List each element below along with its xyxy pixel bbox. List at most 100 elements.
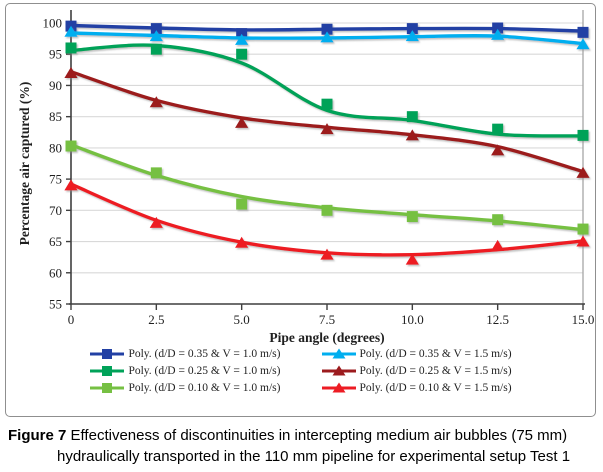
data-marker [235, 116, 249, 128]
triangle-marker-icon [321, 365, 356, 375]
caption-text-2: hydraulically transported in the 110 mm … [57, 448, 571, 465]
legend-label: Poly. (d/D = 0.10 & V = 1.0 m/s) [128, 381, 281, 394]
data-marker [320, 248, 334, 260]
data-marker [321, 23, 333, 35]
legend-label: Poly. (d/D = 0.25 & V = 1.5 m/s) [359, 364, 512, 377]
y-axis-title: Percentage air captured (%) [17, 82, 32, 246]
series-3 [64, 66, 590, 178]
triangle-marker-icon [321, 382, 356, 392]
data-marker [150, 43, 162, 55]
x-tick-label: 5.0 [234, 312, 250, 327]
x-tick-label: 10.0 [401, 312, 424, 327]
y-tick-label: 90 [49, 78, 62, 93]
data-marker [405, 253, 419, 265]
data-marker [64, 66, 78, 78]
legend-item: Poly. (d/D = 0.25 & V = 1.0 m/s) [89, 362, 281, 379]
y-tick-label: 55 [49, 297, 62, 312]
y-tick-label: 80 [49, 140, 62, 155]
x-tick-label: 0 [68, 312, 75, 327]
legend-item: Poly. (d/D = 0.35 & V = 1.5 m/s) [321, 345, 512, 362]
legend-triangle [332, 348, 345, 358]
data-marker [150, 167, 162, 179]
figure-caption: Figure 7 Effectiveness of discontinuitie… [8, 425, 583, 467]
y-tick-label: 100 [43, 16, 63, 31]
data-marker [492, 123, 504, 135]
legend-label: Poly. (d/D = 0.10 & V = 1.5 m/s) [359, 381, 512, 394]
legend-item: Poly. (d/D = 0.10 & V = 1.0 m/s) [89, 379, 281, 396]
chart-legend: Poly. (d/D = 0.35 & V = 1.0 m/s) Poly. (d… [6, 345, 595, 396]
y-tick-label: 70 [49, 203, 62, 218]
legend-label: Poly. (d/D = 0.25 & V = 1.0 m/s) [128, 364, 281, 377]
data-marker [405, 129, 419, 141]
data-marker [321, 204, 333, 216]
y-tick-label: 65 [49, 234, 62, 249]
legend-item: Poly. (d/D = 0.25 & V = 1.5 m/s) [321, 362, 512, 379]
air-capture-chart: 55 60 65 70 75 80 85 90 95 100 0 2.5 5.0 7.5 10.0 12.5 1… [17, 10, 595, 345]
square-marker-icon [90, 348, 125, 359]
caption-line2: hydraulically transported in the 110 mm … [8, 446, 583, 467]
data-marker [235, 236, 249, 248]
x-axis-title: Pipe angle (degrees) [269, 330, 384, 345]
data-marker [320, 31, 334, 43]
chart-panel: 55 60 65 70 75 80 85 90 95 100 0 2.5 5.0 7.5 10.0 12.5 1… [5, 3, 596, 417]
x-tick-label: 15.0 [572, 312, 595, 327]
data-marker [491, 144, 505, 156]
data-marker [405, 30, 419, 42]
data-marker [406, 111, 418, 123]
triangle-marker-icon [321, 348, 356, 358]
data-marker [406, 23, 418, 35]
y-tick-label: 95 [49, 47, 62, 62]
data-marker [577, 223, 589, 235]
data-marker [64, 25, 78, 37]
data-marker [236, 48, 248, 60]
legend-item: Poly. (d/D = 0.35 & V = 1.0 m/s) [89, 345, 281, 362]
legend-triangle [332, 382, 345, 392]
data-marker [149, 216, 163, 228]
caption-line1: Figure 7 Effectiveness of discontinuitie… [8, 425, 583, 446]
data-marker [321, 98, 333, 110]
data-marker [65, 42, 77, 54]
series-1 [64, 25, 590, 50]
data-marker [235, 33, 249, 45]
legend-label: Poly. (d/D = 0.35 & V = 1.5 m/s) [359, 347, 512, 360]
y-tick-label: 85 [49, 109, 62, 124]
series-5 [64, 179, 590, 265]
y-tick-label: 75 [49, 172, 62, 187]
square-marker-icon [90, 365, 125, 376]
legend-square [102, 348, 113, 359]
data-marker [406, 211, 418, 223]
data-marker [576, 166, 590, 178]
data-marker [576, 38, 590, 50]
data-marker [236, 198, 248, 210]
data-marker [577, 26, 589, 38]
legend-label: Poly. (d/D = 0.35 & V = 1.0 m/s) [128, 347, 281, 360]
x-tick-label: 12.5 [486, 312, 509, 327]
legend-square [102, 365, 113, 376]
legend-item: Poly. (d/D = 0.10 & V = 1.5 m/s) [321, 379, 512, 396]
data-marker [236, 28, 248, 40]
y-tick-label: 60 [49, 265, 62, 280]
caption-text-1: Effectiveness of discontinuities in inte… [70, 427, 568, 444]
data-marker [492, 22, 504, 34]
data-marker [492, 214, 504, 226]
data-marker [149, 96, 163, 108]
data-marker [65, 140, 77, 152]
data-marker [576, 235, 590, 247]
square-marker-icon [90, 382, 125, 393]
x-tick-label: 7.5 [319, 312, 335, 327]
trendline-2 [69, 43, 585, 138]
data-marker [320, 123, 334, 135]
data-marker [491, 239, 505, 251]
data-marker [150, 23, 162, 35]
data-marker [64, 179, 78, 191]
data-marker [577, 129, 589, 141]
x-tick-label: 2.5 [148, 312, 164, 327]
trendline-5 [69, 182, 585, 257]
data-marker [149, 30, 163, 42]
data-marker [491, 28, 505, 40]
legend-triangle [332, 365, 345, 375]
series-2 [65, 42, 589, 141]
figure-label: Figure 7 [8, 427, 67, 444]
trendline-3 [69, 70, 585, 174]
